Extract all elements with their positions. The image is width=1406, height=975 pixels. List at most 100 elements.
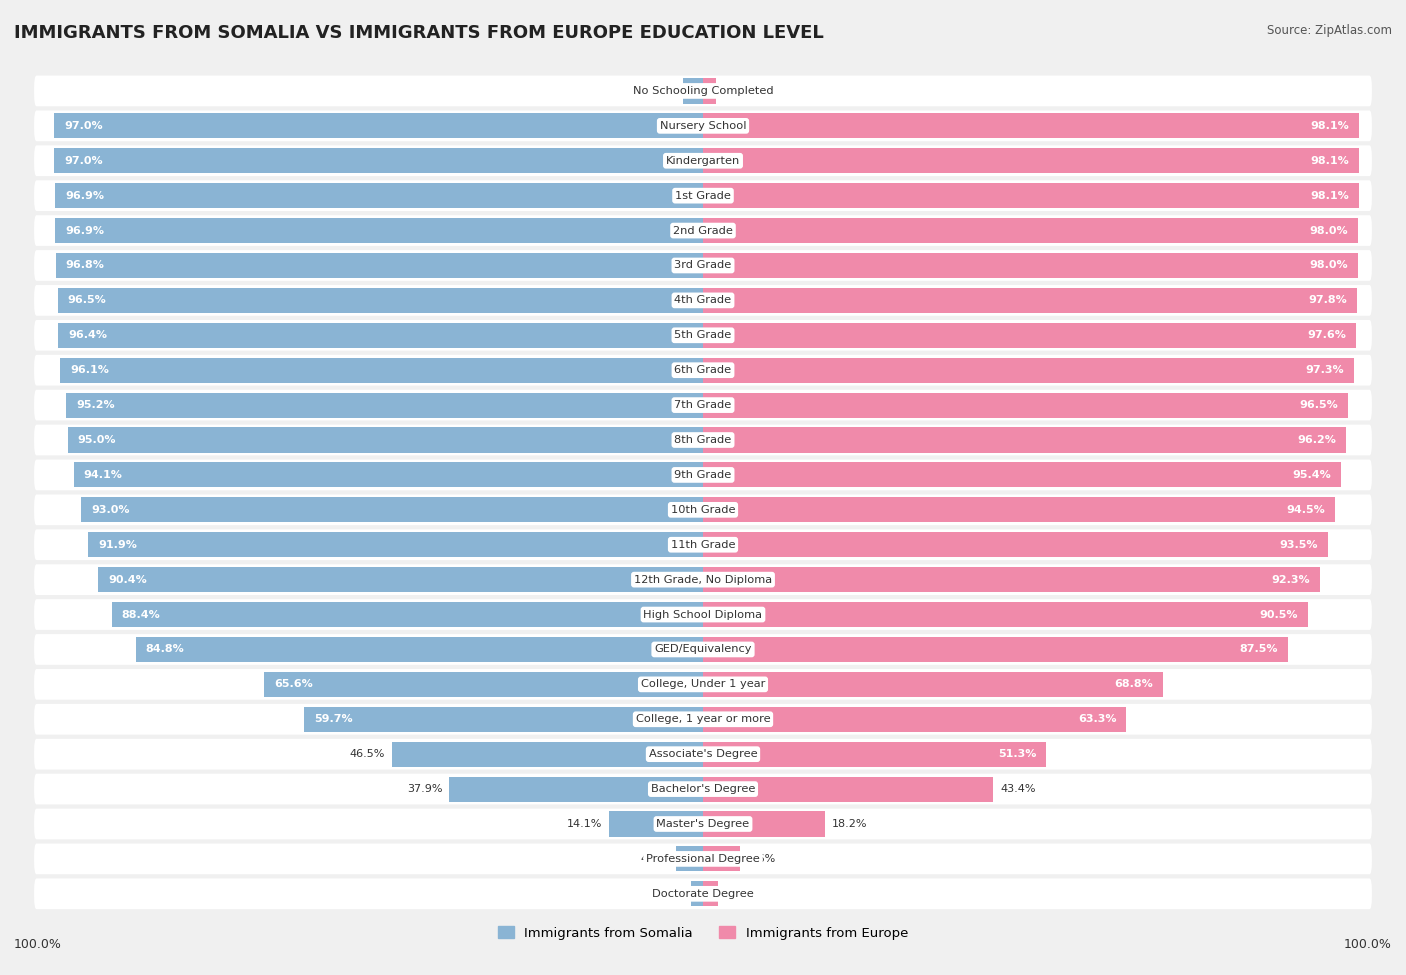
Text: 3rd Grade: 3rd Grade — [675, 260, 731, 270]
FancyBboxPatch shape — [34, 600, 1372, 630]
Text: 3.0%: 3.0% — [648, 86, 676, 96]
Text: 98.1%: 98.1% — [1310, 156, 1350, 166]
Text: 63.3%: 63.3% — [1078, 715, 1116, 724]
Bar — [690, 881, 703, 907]
Text: Master's Degree: Master's Degree — [657, 819, 749, 829]
Text: 4.1%: 4.1% — [641, 854, 669, 864]
Text: IMMIGRANTS FROM SOMALIA VS IMMIGRANTS FROM EUROPE EDUCATION LEVEL: IMMIGRANTS FROM SOMALIA VS IMMIGRANTS FR… — [14, 24, 824, 42]
Bar — [703, 183, 1360, 209]
FancyBboxPatch shape — [34, 215, 1372, 246]
Bar — [703, 776, 993, 801]
Text: 9th Grade: 9th Grade — [675, 470, 731, 480]
Text: 51.3%: 51.3% — [998, 749, 1036, 760]
Text: 90.5%: 90.5% — [1260, 609, 1298, 619]
Text: 18.2%: 18.2% — [831, 819, 868, 829]
Text: 97.8%: 97.8% — [1309, 295, 1347, 305]
Text: 98.0%: 98.0% — [1310, 260, 1348, 270]
Text: 11th Grade: 11th Grade — [671, 540, 735, 550]
Text: 97.0%: 97.0% — [65, 121, 103, 131]
FancyBboxPatch shape — [34, 251, 1372, 281]
FancyBboxPatch shape — [34, 355, 1372, 385]
FancyBboxPatch shape — [34, 878, 1372, 909]
Bar — [703, 567, 1320, 592]
Text: 2nd Grade: 2nd Grade — [673, 225, 733, 236]
FancyBboxPatch shape — [34, 76, 1372, 106]
Text: 84.8%: 84.8% — [146, 644, 184, 654]
Text: Associate's Degree: Associate's Degree — [648, 749, 758, 760]
Bar — [703, 78, 716, 103]
Bar — [703, 532, 1329, 558]
Bar — [67, 427, 703, 452]
Bar — [58, 288, 703, 313]
Text: 90.4%: 90.4% — [108, 574, 148, 585]
Text: 93.5%: 93.5% — [1279, 540, 1319, 550]
FancyBboxPatch shape — [34, 529, 1372, 560]
Text: 94.5%: 94.5% — [1286, 505, 1324, 515]
FancyBboxPatch shape — [34, 285, 1372, 316]
Bar — [703, 113, 1360, 138]
Bar — [703, 288, 1357, 313]
Text: 92.3%: 92.3% — [1271, 574, 1310, 585]
Text: College, 1 year or more: College, 1 year or more — [636, 715, 770, 724]
Bar — [703, 602, 1309, 627]
Text: 37.9%: 37.9% — [408, 784, 443, 794]
Text: 1.9%: 1.9% — [723, 86, 751, 96]
FancyBboxPatch shape — [34, 704, 1372, 734]
Text: 91.9%: 91.9% — [98, 540, 138, 550]
Bar — [703, 811, 825, 837]
Text: 68.8%: 68.8% — [1115, 680, 1153, 689]
Bar — [703, 881, 718, 907]
Bar — [60, 358, 703, 383]
Bar — [703, 218, 1358, 243]
Bar — [703, 253, 1358, 278]
Bar — [675, 846, 703, 872]
FancyBboxPatch shape — [34, 634, 1372, 665]
Text: Professional Degree: Professional Degree — [647, 854, 759, 864]
Text: 43.4%: 43.4% — [1000, 784, 1035, 794]
Text: High School Diploma: High School Diploma — [644, 609, 762, 619]
Bar — [703, 637, 1288, 662]
Text: 95.2%: 95.2% — [76, 400, 115, 410]
Text: 96.1%: 96.1% — [70, 366, 110, 375]
Text: 5th Grade: 5th Grade — [675, 331, 731, 340]
Bar — [82, 497, 703, 523]
Bar — [703, 497, 1336, 523]
FancyBboxPatch shape — [34, 669, 1372, 700]
Text: 5.6%: 5.6% — [747, 854, 775, 864]
Bar — [58, 323, 703, 348]
Text: Kindergarten: Kindergarten — [666, 156, 740, 166]
Bar — [55, 113, 703, 138]
Bar — [703, 148, 1360, 174]
Text: 1.8%: 1.8% — [655, 889, 685, 899]
Text: 98.1%: 98.1% — [1310, 121, 1350, 131]
FancyBboxPatch shape — [34, 774, 1372, 804]
Text: 96.9%: 96.9% — [65, 191, 104, 201]
Text: 87.5%: 87.5% — [1240, 644, 1278, 654]
Bar — [264, 672, 703, 697]
Bar — [703, 672, 1163, 697]
Bar — [66, 393, 703, 417]
Text: 96.9%: 96.9% — [65, 225, 104, 236]
FancyBboxPatch shape — [34, 808, 1372, 839]
FancyBboxPatch shape — [34, 565, 1372, 595]
FancyBboxPatch shape — [34, 110, 1372, 141]
Bar — [703, 427, 1347, 452]
Legend: Immigrants from Somalia, Immigrants from Europe: Immigrants from Somalia, Immigrants from… — [498, 926, 908, 940]
Text: 96.8%: 96.8% — [66, 260, 104, 270]
Bar — [55, 148, 703, 174]
Text: 97.3%: 97.3% — [1305, 366, 1344, 375]
Text: 95.0%: 95.0% — [77, 435, 117, 445]
FancyBboxPatch shape — [34, 425, 1372, 455]
Text: GED/Equivalency: GED/Equivalency — [654, 644, 752, 654]
Text: Bachelor's Degree: Bachelor's Degree — [651, 784, 755, 794]
Bar — [609, 811, 703, 837]
Text: 98.1%: 98.1% — [1310, 191, 1350, 201]
Text: 1st Grade: 1st Grade — [675, 191, 731, 201]
Text: 96.2%: 96.2% — [1298, 435, 1337, 445]
FancyBboxPatch shape — [34, 390, 1372, 420]
Text: Source: ZipAtlas.com: Source: ZipAtlas.com — [1267, 24, 1392, 37]
Text: 95.4%: 95.4% — [1292, 470, 1331, 480]
Text: 97.0%: 97.0% — [65, 156, 103, 166]
Bar — [55, 253, 703, 278]
Bar — [111, 602, 703, 627]
